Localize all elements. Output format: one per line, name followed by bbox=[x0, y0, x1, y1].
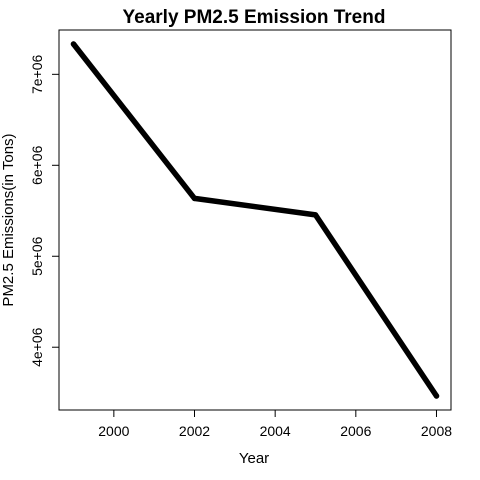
x-axis-label: Year bbox=[239, 450, 269, 467]
chart-title: Yearly PM2.5 Emission Trend bbox=[123, 7, 386, 28]
x-tick-label: 2000 bbox=[98, 423, 129, 439]
data-point bbox=[433, 393, 440, 399]
x-tick-label: 2008 bbox=[421, 423, 452, 439]
y-tick-label: 5e+06 bbox=[29, 236, 45, 276]
data-point bbox=[191, 195, 198, 202]
x-tick-label: 2002 bbox=[179, 423, 210, 439]
x-axis: 2000 2002 2004 2006 2008 bbox=[98, 409, 452, 439]
y-axis: 4e+06 5e+06 6e+06 7e+06 bbox=[29, 54, 60, 367]
data-point bbox=[70, 41, 77, 47]
y-axis-label: PM2.5 Emissions(in Tons) bbox=[0, 133, 17, 306]
x-tick-label: 2004 bbox=[260, 423, 291, 439]
data-point bbox=[312, 212, 319, 218]
y-tick-label: 4e+06 bbox=[29, 327, 45, 367]
plot-frame bbox=[58, 29, 452, 411]
y-tick-label: 7e+06 bbox=[29, 54, 45, 94]
series-line bbox=[70, 41, 440, 399]
y-tick-label: 6e+06 bbox=[29, 145, 45, 185]
x-tick-label: 2006 bbox=[340, 423, 371, 439]
series-layer bbox=[70, 41, 440, 399]
